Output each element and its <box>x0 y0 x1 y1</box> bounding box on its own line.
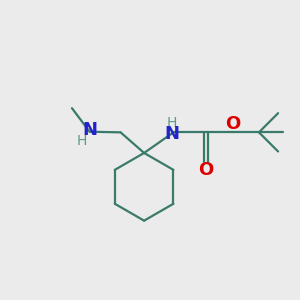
Text: N: N <box>82 121 97 139</box>
Text: H: H <box>167 116 177 130</box>
Text: N: N <box>165 125 180 143</box>
Text: O: O <box>225 115 240 133</box>
Text: O: O <box>198 161 214 179</box>
Text: H: H <box>76 134 87 148</box>
